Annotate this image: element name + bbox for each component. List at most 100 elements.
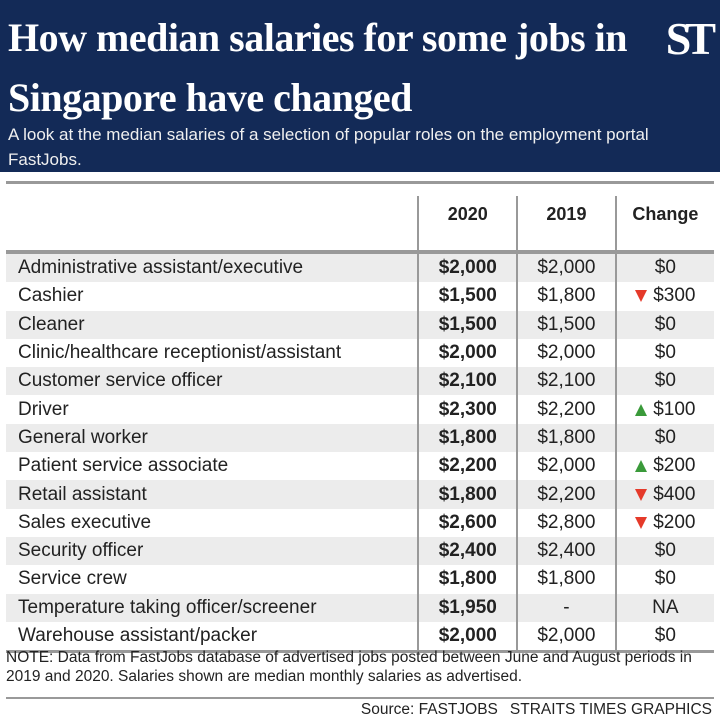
salary-2020-cell: $1,500: [417, 282, 518, 311]
salary-2020-cell: $1,950: [417, 593, 518, 622]
table-row: Retail assistant $1,800 $2,200 $400: [6, 480, 714, 509]
salary-2020-cell-text: $1,500: [438, 313, 497, 335]
change-cell: NA: [614, 593, 714, 622]
job-cell: Cashier: [6, 282, 418, 310]
subtitle: A look at the median salaries of a selec…: [8, 125, 649, 169]
salary-2019-cell-text: $2,100: [537, 370, 596, 392]
salary-2020-cell: $2,200: [417, 452, 518, 481]
up-triangle-icon: [635, 403, 648, 416]
salary-2020-cell: $2,100: [417, 367, 518, 396]
table-row: Security officer $2,400 $2,400 $0: [6, 536, 714, 566]
salary-2020-cell: $2,000: [417, 252, 518, 283]
job-cell-text: Driver: [18, 398, 69, 420]
job-cell-text: Patient service associate: [18, 455, 229, 477]
change-cell: $0: [614, 423, 714, 453]
salary-2019-cell: $1,500: [516, 310, 616, 339]
header-banner: How median salaries for some jobs in Sin…: [0, 0, 720, 172]
table-row: Administrative assistant/executive $2,000…: [6, 252, 714, 283]
change-cell: $0: [614, 536, 714, 566]
change-cell-text: $0: [654, 625, 676, 646]
job-cell: Service crew: [6, 565, 418, 593]
change-cell-text: $0: [654, 257, 676, 279]
change-cell-text: $0: [654, 313, 676, 335]
salary-2019-cell-text: $2,000: [537, 342, 596, 364]
change-cell: $0: [614, 621, 714, 654]
table-row: Cashier $1,500 $1,800 $300: [6, 282, 714, 311]
table-row: Sales executive $2,600 $2,800 $200: [6, 508, 714, 537]
salary-2019-cell: $1,800: [516, 565, 616, 594]
job-cell: Sales executive: [6, 509, 418, 537]
salary-2019-cell: $2,000: [516, 452, 616, 481]
change-cell-text: $0: [654, 568, 676, 590]
salary-2020-cell-text: $1,800: [438, 426, 497, 448]
salary-2020-cell: $1,800: [417, 423, 518, 453]
salary-2020-cell-text: $2,000: [438, 342, 497, 364]
job-cell-text: General worker: [18, 426, 148, 448]
job-cell: Warehouse assistant/packer: [6, 621, 419, 654]
change-cell: $400: [614, 480, 714, 509]
table-row: Customer service officer $2,100 $2,100 $0: [6, 367, 714, 396]
change-cell-text: $0: [654, 342, 676, 364]
job-cell: Clinic/healthcare receptionist/assistant: [6, 339, 418, 367]
salary-2019-cell-text: -: [563, 596, 570, 618]
salary-2019-cell-text: $1,800: [537, 568, 596, 590]
change-cell-text: $100: [653, 398, 696, 420]
job-cell-text: Temperature taking officer/screener: [18, 596, 317, 618]
table-row: Temperature taking officer/screener $1,95…: [6, 593, 714, 622]
salary-2020-cell-text: $1,500: [438, 285, 497, 307]
salary-2020-cell-text: $2,600: [438, 511, 497, 533]
salary-2020-cell-text: $2,100: [438, 370, 497, 392]
salary-2020-cell: $1,800: [417, 480, 518, 509]
table-row: Cleaner $1,500 $1,500 $0: [6, 310, 714, 339]
salary-2019-cell: $2,000: [516, 252, 616, 283]
job-cell-text: Cashier: [18, 285, 84, 307]
change-cell-text: $0: [654, 426, 676, 448]
salary-2019-cell: $2,200: [516, 480, 616, 509]
column-header-job: [6, 196, 419, 254]
down-triangle-icon: [635, 290, 648, 303]
salary-2020-cell: $2,600: [417, 508, 518, 537]
job-cell-text: Retail assistant: [18, 483, 147, 505]
divider: [6, 697, 714, 699]
column-header-change: Change: [614, 196, 714, 254]
salary-2019-cell-text: $2,000: [537, 625, 596, 646]
salary-2020-cell-text: $1,950: [438, 596, 497, 618]
table-header-row: 2020 2019 Change: [6, 196, 714, 254]
change-cell: $0: [614, 367, 714, 396]
page-title: How median salaries for some jobs in Sin…: [8, 15, 628, 120]
salary-2020-cell: $1,800: [417, 565, 518, 594]
change-cell: $200: [614, 452, 714, 481]
salary-2019-cell: $2,000: [516, 338, 616, 368]
salary-2020-cell-text: $2,400: [438, 540, 497, 562]
salary-2019-cell: $2,400: [516, 536, 616, 566]
salary-2020-cell: $1,500: [417, 310, 518, 339]
salary-2019-cell: $1,800: [516, 282, 616, 311]
job-cell: Cleaner: [6, 310, 419, 339]
source-text: Source: FASTJOBS: [360, 701, 498, 718]
column-header-2019: 2019: [516, 196, 616, 254]
salary-2020-cell-text: $1,800: [438, 568, 497, 590]
change-cell-text: NA: [652, 596, 679, 618]
change-cell-text: $200: [653, 511, 696, 533]
salary-2019-cell-text: $2,000: [537, 257, 596, 279]
change-cell: $0: [614, 310, 714, 339]
job-cell: General worker: [6, 423, 419, 453]
up-triangle-icon: [635, 460, 648, 473]
salary-2019-cell: $2,000: [516, 621, 616, 654]
change-cell-text: $300: [653, 285, 696, 307]
down-triangle-icon: [635, 488, 648, 501]
salary-2020-cell-text: $2,200: [438, 455, 497, 477]
salary-2019-cell-text: $2,800: [537, 511, 596, 533]
salary-2019-cell-text: $1,500: [537, 313, 596, 335]
change-cell: $300: [614, 282, 714, 311]
change-cell: $200: [614, 508, 714, 537]
change-cell-text: $0: [654, 370, 676, 392]
table-row: Driver $2,300 $2,200 $100: [6, 395, 714, 424]
table-row: General worker $1,800 $1,800 $0: [6, 423, 714, 453]
job-cell-text: Warehouse assistant/packer: [18, 625, 258, 646]
salary-2020-cell-text: $2,300: [438, 398, 497, 420]
salary-2020-cell-text: $2,000: [438, 625, 497, 646]
job-cell-text: Security officer: [18, 540, 144, 562]
change-cell: $0: [614, 338, 714, 368]
job-cell-text: Customer service officer: [18, 370, 223, 392]
